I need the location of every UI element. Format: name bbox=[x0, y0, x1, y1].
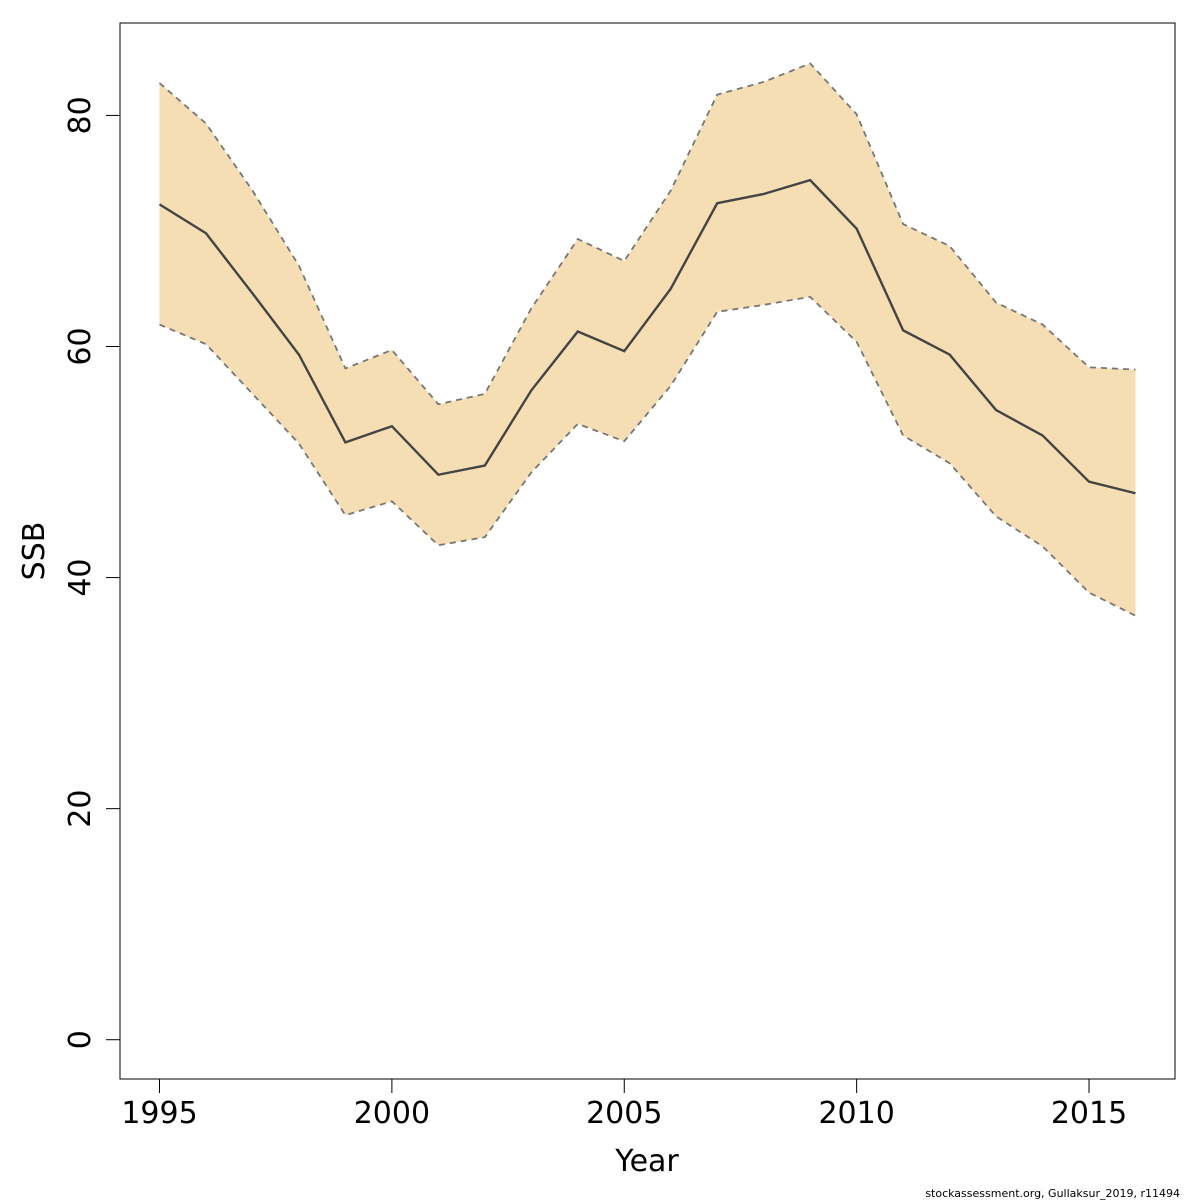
confidence-band bbox=[159, 63, 1136, 616]
y-tick-label: 80 bbox=[63, 96, 98, 134]
y-tick-label: 20 bbox=[63, 790, 98, 828]
x-tick-label: 2005 bbox=[586, 1096, 662, 1131]
x-tick-label: 1995 bbox=[121, 1096, 197, 1131]
y-axis-title: SSB bbox=[17, 522, 52, 581]
y-tick-label: 0 bbox=[63, 1030, 98, 1049]
x-tick-label: 2015 bbox=[1051, 1096, 1127, 1131]
x-tick-label: 2010 bbox=[818, 1096, 894, 1131]
ssb-estimate-line bbox=[158, 178, 1136, 495]
ssb-line-layer bbox=[158, 178, 1136, 495]
x-tick-label: 2000 bbox=[354, 1096, 430, 1131]
confidence-band-layer bbox=[159, 63, 1136, 616]
upper-bound-line bbox=[158, 62, 1136, 406]
y-axis: 0 20 40 60 80 bbox=[63, 96, 121, 1049]
x-axis-title: Year bbox=[614, 1144, 679, 1179]
credit-text: stockassessment.org, Gullaksur_2019, r11… bbox=[925, 1187, 1180, 1200]
x-axis: 1995 2000 2005 2010 2015 bbox=[121, 1078, 1127, 1131]
lower-bound-line bbox=[159, 295, 1136, 617]
y-tick-label: 40 bbox=[63, 558, 98, 596]
plot-frame bbox=[119, 22, 1176, 1080]
y-tick-label: 60 bbox=[63, 327, 98, 365]
confidence-bounds-layer bbox=[158, 62, 1136, 617]
